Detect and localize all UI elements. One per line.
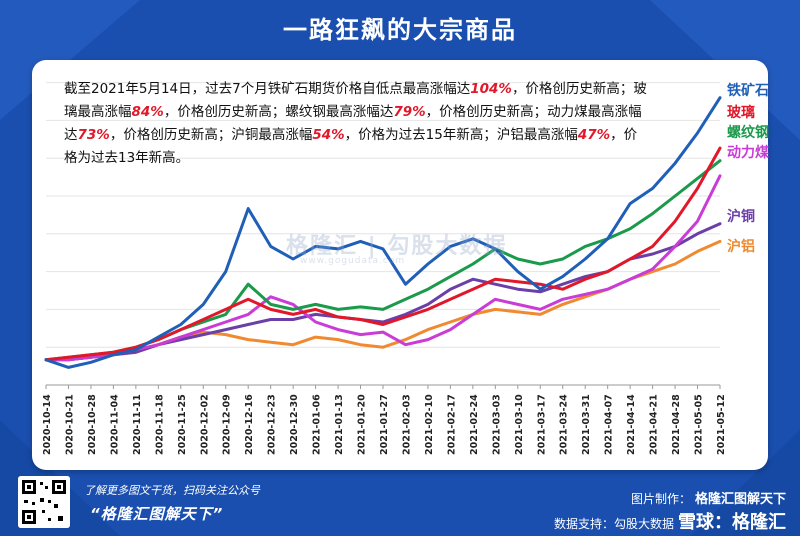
legend-entry: 沪铝	[727, 239, 755, 255]
x-tick-label: 2021-02-17	[446, 394, 457, 455]
description-text-6: ，价格为过去15年新高；沪铝最高涨幅	[344, 127, 578, 143]
x-tick-label: 2020-12-16	[244, 394, 255, 455]
x-tick-label: 2021-04-28	[671, 394, 682, 455]
watermark: 格隆汇 | 勾股大数据	[286, 234, 508, 259]
x-tick-label: 2021-03-24	[559, 394, 570, 455]
description-value-1: 104%	[470, 81, 512, 97]
x-tick-label: 2021-03-10	[514, 394, 525, 455]
footer-promo: 了解更多图文干货，扫码关注公众号	[84, 484, 260, 497]
description-value-4: 73%	[77, 127, 110, 143]
description-value-6: 47%	[577, 127, 611, 143]
chart-description: 截至2021年5月14日，过去7个月铁矿石期货价格自低点最高涨幅达104%，价格…	[64, 78, 649, 170]
source: 数据支持：勾股大数据 雪球：格隆汇	[554, 508, 786, 534]
x-tick-label: 2021-02-03	[401, 394, 412, 455]
x-tick-label: 2021-03-31	[581, 394, 592, 455]
x-tick-label: 2021-04-21	[649, 394, 660, 455]
x-tick-label: 2021-03-03	[491, 394, 502, 455]
watermark-url: www.gogudata.com	[300, 256, 406, 266]
x-tick-label: 2020-12-23	[267, 394, 278, 455]
x-tick-label: 2020-12-30	[289, 394, 300, 455]
legend-entry: 沪铜	[727, 209, 755, 225]
x-tick-label: 2020-10-14	[42, 394, 53, 455]
description-text-1: 截至2021年5月14日，过去7个月铁矿石期货价格自低点最高涨幅达	[64, 81, 471, 97]
x-tick-label: 2021-05-12	[716, 394, 727, 455]
page-title: 一路狂飙的大宗商品	[283, 16, 517, 44]
brand-label: 雪球：格隆汇	[678, 512, 786, 533]
series-line-1	[44, 146, 722, 362]
description-text-7: ，价格为过去13年新高。	[64, 127, 638, 166]
x-tick-label: 2021-01-06	[312, 394, 323, 455]
credit-name: 格隆汇图解天下	[694, 492, 786, 507]
x-tick-label: 2021-04-14	[626, 394, 637, 455]
x-tick-label: 2020-10-28	[87, 394, 98, 455]
description-value-5: 54%	[312, 127, 345, 143]
legend-entry: 螺纹钢	[727, 125, 769, 141]
description-text-3: ，价格创历史新高；螺纹钢最高涨幅达	[163, 104, 394, 120]
credit: 图片制作： 格隆汇图解天下	[631, 488, 786, 507]
x-tick-label: 2021-01-20	[357, 394, 368, 455]
x-tick-label: 2021-05-05	[694, 394, 705, 455]
x-tick-label: 2021-01-27	[379, 394, 390, 455]
x-tick-label: 2021-04-07	[604, 394, 615, 455]
legend-entry: 铁矿石	[727, 83, 769, 99]
x-tick-label: 2021-02-24	[469, 394, 480, 455]
credit-label: 图片制作：	[630, 492, 691, 506]
x-tick-label: 2020-11-04	[109, 394, 120, 455]
source-label: 数据支持：勾股大数据	[553, 517, 674, 531]
description-text-4: ，价格创历史新高；动力煤最高涨幅达	[64, 104, 642, 143]
x-tick-label: 2020-12-09	[222, 394, 233, 455]
description-value-2: 84%	[131, 104, 164, 120]
legend-entry: 动力煤	[727, 145, 769, 161]
description-value-3: 79%	[393, 104, 426, 120]
x-tick-label: 2021-03-17	[536, 394, 547, 455]
x-tick-label: 2021-01-13	[334, 394, 345, 455]
footer-account: “格隆汇图解天下”	[90, 505, 224, 523]
series-line-0	[44, 96, 722, 369]
description-text-2: ，价格创历史新高；玻璃最高涨幅	[64, 81, 647, 120]
qr-code-icon	[18, 476, 70, 528]
chart-card	[32, 60, 768, 470]
x-tick-label: 2020-12-02	[199, 394, 210, 455]
x-tick-label: 2020-10-21	[64, 394, 75, 455]
x-tick-label: 2020-11-18	[154, 394, 165, 455]
description-text-5: ，价格创历史新高；沪铜最高涨幅	[109, 127, 313, 143]
x-tick-label: 2021-02-10	[424, 394, 435, 455]
legend-entry: 玻璃	[727, 105, 755, 121]
x-tick-label: 2020-11-25	[177, 394, 188, 455]
x-tick-label: 2020-11-11	[132, 394, 143, 455]
series-line-3	[44, 174, 722, 362]
